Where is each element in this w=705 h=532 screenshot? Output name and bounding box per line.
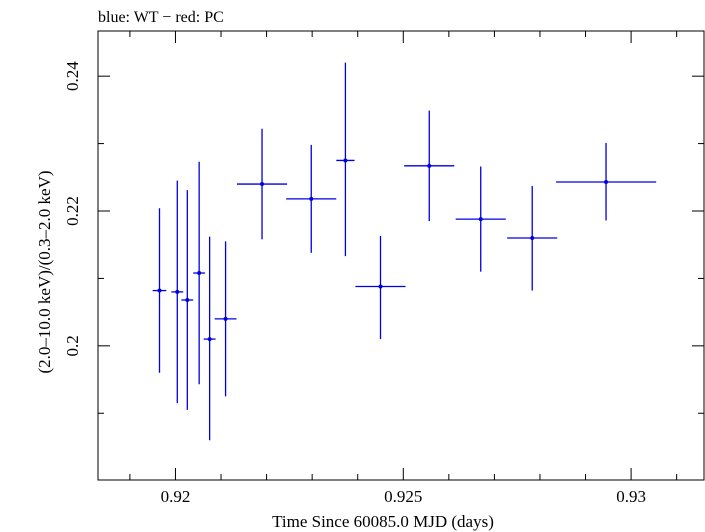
data-points [152,62,657,441]
data-marker [197,271,202,276]
x-tick-label: 0.92 [161,487,191,506]
data-point [152,208,167,373]
data-marker [223,316,228,321]
y-tick-labels: 0.2 0.22 0.24 [63,61,82,357]
data-point [181,190,194,410]
plot-frame [97,30,705,481]
data-marker [604,180,609,185]
data-marker [157,288,162,293]
axis-ticks [98,31,704,480]
y-tick-label: 0.2 [63,335,82,356]
y-tick-label: 0.22 [63,196,82,226]
data-marker [309,196,314,201]
data-point [507,186,558,291]
data-marker [478,217,483,222]
data-marker [427,163,432,168]
x-tick-label: 0.925 [384,487,422,506]
x-axis-label: Time Since 60085.0 MJD (days) [272,512,494,531]
data-point [203,236,216,441]
data-point [336,62,355,257]
data-marker [175,289,180,294]
data-point [355,235,406,340]
data-marker [378,284,383,289]
x-tick-labels: 0.92 0.925 0.93 [161,487,646,506]
data-point [286,144,337,253]
x-tick-label: 0.93 [616,487,646,506]
data-point [455,166,506,272]
data-marker [343,158,348,163]
data-point [404,110,455,222]
data-marker [530,235,535,240]
data-point [214,241,237,397]
data-marker [185,297,190,302]
data-marker [260,182,265,187]
data-point [171,180,184,404]
y-axis-label: (2.0–10.0 keV)/(0.3–2.0 keV) [35,170,54,373]
data-marker [207,337,212,342]
chart-title: blue: WT − red: PC [98,9,224,26]
y-tick-label: 0.24 [63,61,82,91]
data-point [193,161,206,385]
data-point [236,128,288,240]
data-point [555,142,657,221]
